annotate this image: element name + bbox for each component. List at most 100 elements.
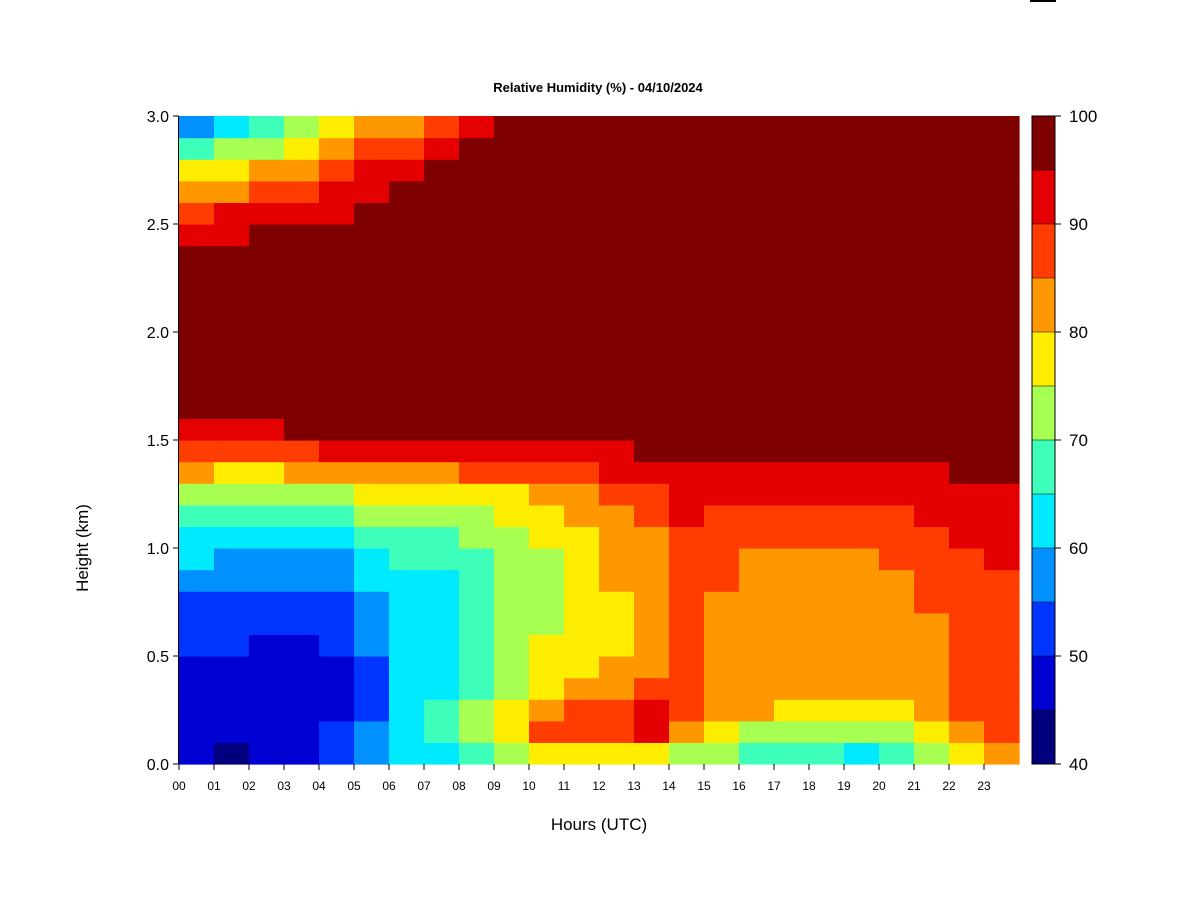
heatmap-cell xyxy=(634,461,670,484)
heatmap-cell xyxy=(669,137,705,160)
heatmap-cell xyxy=(424,180,460,203)
heatmap-cell xyxy=(179,720,215,743)
heatmap-cell xyxy=(739,720,775,743)
heatmap-cell xyxy=(564,332,600,355)
heatmap-cell xyxy=(459,332,495,355)
heatmap-cell xyxy=(669,288,705,311)
heatmap-cell xyxy=(774,677,810,700)
x-tick-label: 23 xyxy=(977,779,991,793)
colorbar-swatch xyxy=(1032,386,1055,440)
heatmap-cell xyxy=(214,396,250,419)
heatmap-cell xyxy=(214,310,250,333)
heatmap-cell xyxy=(249,116,285,139)
x-tick-label: 20 xyxy=(872,779,886,793)
heatmap-cell xyxy=(739,591,775,614)
heatmap-cell xyxy=(599,116,635,139)
heatmap-cell xyxy=(809,310,845,333)
heatmap-cell xyxy=(634,288,670,311)
heatmap-cell xyxy=(459,180,495,203)
heatmap-cell xyxy=(809,288,845,311)
heatmap-cell xyxy=(494,742,530,765)
heatmap-cell xyxy=(284,742,320,765)
heatmap-cell xyxy=(249,159,285,182)
heatmap-cell xyxy=(809,224,845,247)
heatmap-cell xyxy=(914,137,950,160)
heatmap-cell xyxy=(844,375,880,398)
heatmap-cell xyxy=(319,569,355,592)
heatmap-cell xyxy=(249,224,285,247)
heatmap-cell xyxy=(739,742,775,765)
heatmap-cell xyxy=(179,548,215,571)
heatmap-cell xyxy=(809,418,845,441)
heatmap-cell xyxy=(704,742,740,765)
heatmap-cell xyxy=(179,116,215,139)
heatmap-cell xyxy=(179,202,215,225)
heatmap-cell xyxy=(599,483,635,506)
heatmap-cell xyxy=(424,720,460,743)
heatmap-cell xyxy=(354,224,390,247)
heatmap-cell xyxy=(634,699,670,722)
heatmap-cell xyxy=(704,396,740,419)
heatmap-cell xyxy=(879,418,915,441)
heatmap-cell xyxy=(214,137,250,160)
heatmap-cell xyxy=(984,224,1020,247)
heatmap-cell xyxy=(284,288,320,311)
heatmap-cell xyxy=(879,656,915,679)
heatmap-cell xyxy=(669,202,705,225)
heatmap-cell xyxy=(704,526,740,549)
heatmap-cell xyxy=(914,569,950,592)
heatmap-cell xyxy=(564,742,600,765)
heatmap-cell xyxy=(389,267,425,290)
heatmap-cell xyxy=(529,526,565,549)
colorbar-swatch xyxy=(1032,332,1055,386)
heatmap-cell xyxy=(774,720,810,743)
heatmap-cell xyxy=(424,677,460,700)
heatmap-cell xyxy=(984,116,1020,139)
heatmap-cell xyxy=(984,720,1020,743)
heatmap-cell xyxy=(354,548,390,571)
heatmap-cell xyxy=(529,418,565,441)
heatmap-cell xyxy=(739,504,775,527)
heatmap-cell xyxy=(774,418,810,441)
heatmap-cell xyxy=(529,699,565,722)
x-tick-label: 17 xyxy=(767,779,781,793)
heatmap-cell xyxy=(424,461,460,484)
heatmap-cell xyxy=(984,569,1020,592)
heatmap-cell xyxy=(774,116,810,139)
heatmap-cell xyxy=(389,310,425,333)
heatmap-cell xyxy=(704,591,740,614)
heatmap-cell xyxy=(179,375,215,398)
heatmap-cell xyxy=(984,526,1020,549)
heatmap-cell xyxy=(389,548,425,571)
heatmap-cell xyxy=(564,375,600,398)
heatmap-cell xyxy=(669,440,705,463)
heatmap-cell xyxy=(809,202,845,225)
heatmap-cell xyxy=(879,332,915,355)
heatmap-cell xyxy=(319,720,355,743)
heatmap-cell xyxy=(179,591,215,614)
heatmap-cell xyxy=(984,699,1020,722)
heatmap-cell xyxy=(669,720,705,743)
heatmap-cell xyxy=(984,677,1020,700)
heatmap-cell xyxy=(984,267,1020,290)
heatmap-cell xyxy=(284,526,320,549)
heatmap-cell xyxy=(284,396,320,419)
heatmap-cell xyxy=(669,332,705,355)
heatmap-cell xyxy=(319,353,355,376)
heatmap-cell xyxy=(739,677,775,700)
heatmap-cell xyxy=(354,310,390,333)
heatmap-cell xyxy=(284,202,320,225)
heatmap-cell xyxy=(774,332,810,355)
heatmap-cell xyxy=(389,612,425,635)
heatmap-cell xyxy=(914,742,950,765)
heatmap-cell xyxy=(739,288,775,311)
heatmap-cell xyxy=(634,159,670,182)
heatmap-cell xyxy=(249,526,285,549)
heatmap-cell xyxy=(459,677,495,700)
heatmap-cell xyxy=(914,483,950,506)
colorbar-tick-label: 50 xyxy=(1069,647,1088,666)
heatmap-cell xyxy=(214,526,250,549)
heatmap-cell xyxy=(844,180,880,203)
heatmap-cell xyxy=(424,634,460,657)
heatmap-cell xyxy=(669,116,705,139)
